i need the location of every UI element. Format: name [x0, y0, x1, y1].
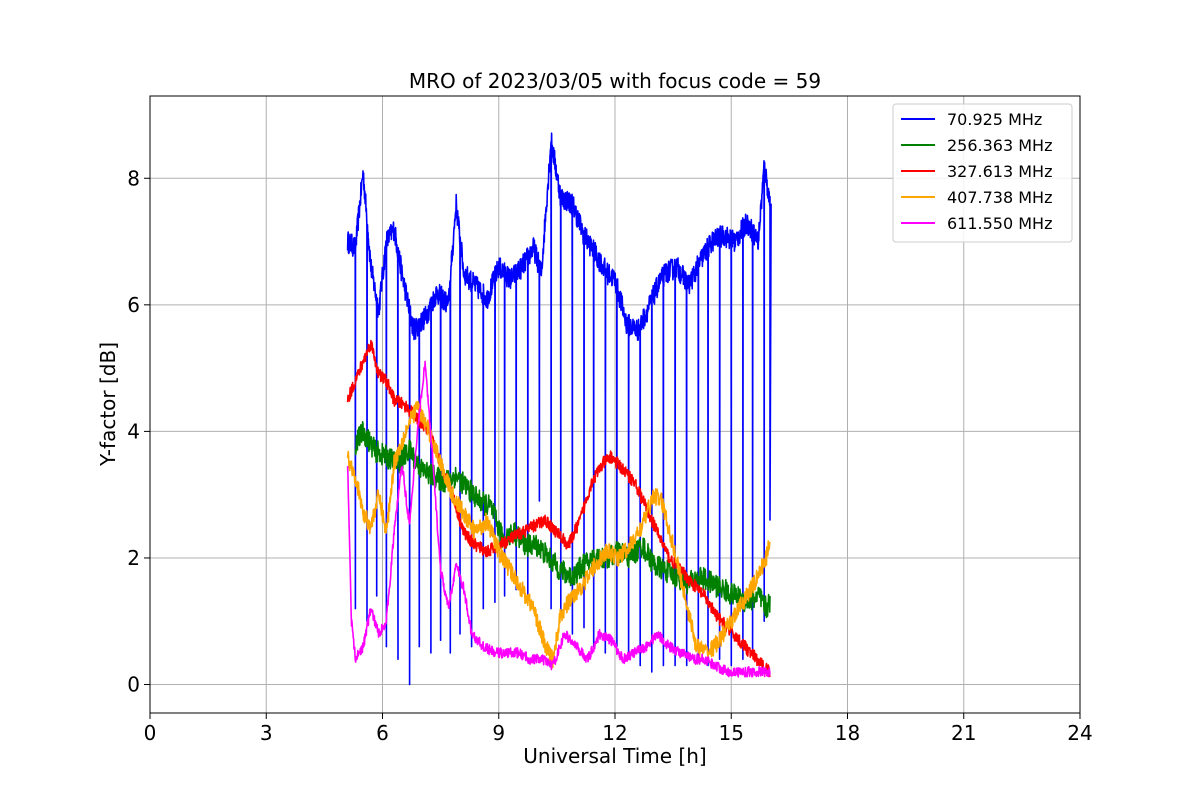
- x-tick-label: 9: [492, 721, 505, 745]
- x-axis-label: Universal Time [h]: [523, 744, 706, 768]
- x-tick-label: 0: [144, 721, 157, 745]
- x-tick-label: 24: [1067, 721, 1092, 745]
- y-tick-label: 6: [127, 293, 140, 317]
- legend-label-2: 327.613 MHz: [947, 162, 1052, 181]
- y-tick-label: 8: [127, 166, 140, 190]
- series-line-4: [346, 360, 771, 678]
- y-tick-label: 0: [127, 673, 140, 697]
- x-tick-label: 21: [951, 721, 976, 745]
- series-line-2: [346, 339, 771, 678]
- x-tick-label: 15: [719, 721, 744, 745]
- x-tick-label: 6: [376, 721, 389, 745]
- legend-label-4: 611.550 MHz: [947, 214, 1052, 233]
- series-group: [346, 132, 772, 686]
- legend-label-1: 256.363 MHz: [947, 136, 1052, 155]
- y-tick-label: 4: [127, 419, 140, 443]
- legend-label-0: 70.925 MHz: [947, 110, 1042, 129]
- series-line-0: [346, 132, 772, 686]
- x-tick-label: 12: [602, 721, 627, 745]
- series-line-1: [354, 421, 771, 619]
- legend-label-3: 407.738 MHz: [947, 188, 1052, 207]
- plot-area: [346, 132, 772, 686]
- legend-box: [892, 103, 1073, 243]
- legend: 70.925 MHz 256.363 MHz 327.613 MHz 407.738 …: [892, 103, 1073, 243]
- x-tick-label: 18: [835, 721, 860, 745]
- y-axis-label: Y-factor [dB]: [96, 342, 120, 467]
- chart-title: MRO of 2023/03/05 with focus code = 59: [409, 69, 821, 93]
- y-tick-label: 2: [127, 546, 140, 570]
- x-tick-label: 3: [260, 721, 273, 745]
